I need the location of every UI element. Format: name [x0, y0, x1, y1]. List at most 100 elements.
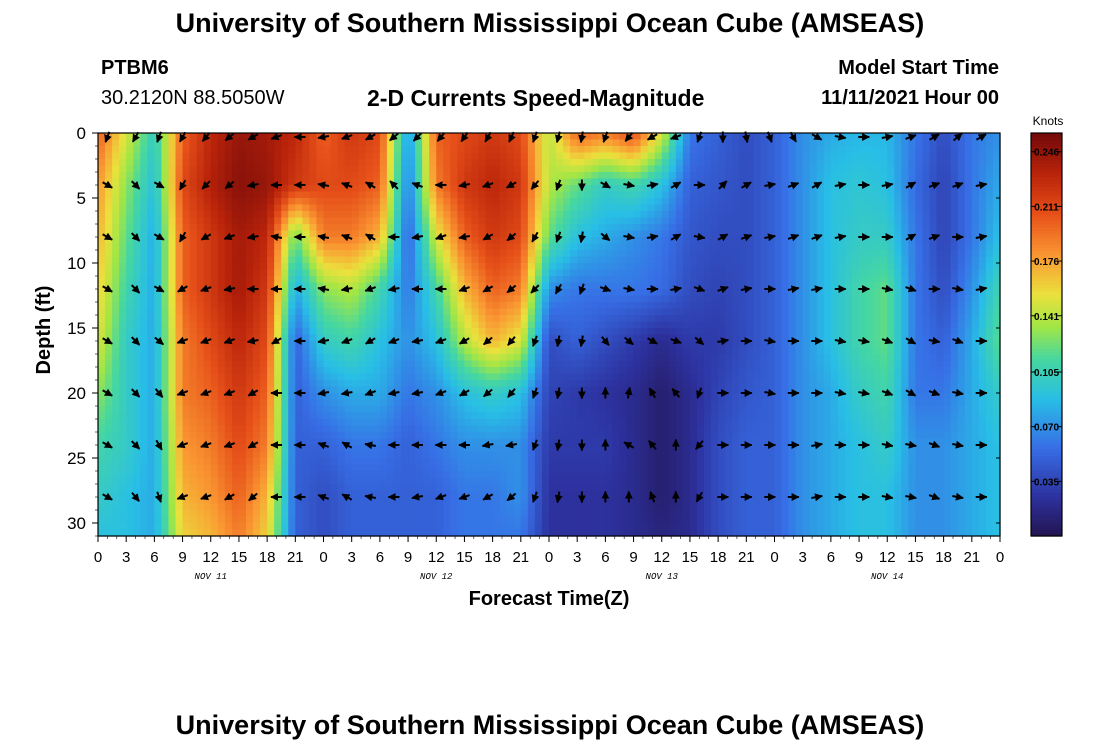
heatmap-cell: [619, 516, 628, 524]
heatmap-cell: [267, 204, 275, 212]
heatmap-cell: [577, 380, 585, 388]
heatmap-cell: [372, 516, 381, 524]
heatmap-cell: [633, 380, 642, 388]
heatmap-cell: [154, 419, 163, 427]
heatmap-cell: [450, 432, 458, 440]
heatmap-cell: [549, 256, 557, 264]
heatmap-cell: [408, 425, 416, 433]
heatmap-cell: [267, 399, 275, 407]
heatmap-cell: [478, 295, 487, 303]
heatmap-cell: [281, 464, 289, 472]
heatmap-cell: [98, 178, 106, 186]
heatmap-cell: [372, 458, 381, 466]
heatmap-cell: [471, 204, 480, 212]
heatmap-cell: [549, 224, 557, 232]
heatmap-cell: [372, 490, 381, 498]
heatmap-cell: [612, 341, 621, 349]
heatmap-cell: [210, 516, 219, 524]
heatmap-cell: [541, 341, 550, 349]
heatmap-cell: [365, 152, 374, 160]
heatmap-cell: [295, 263, 303, 271]
heatmap-cell: [133, 217, 141, 225]
heatmap-cell: [302, 165, 311, 173]
heatmap-cell: [274, 510, 282, 518]
heatmap-cell: [492, 464, 501, 472]
heatmap-cell: [154, 399, 163, 407]
heatmap-cell: [344, 308, 353, 316]
heatmap-cell: [598, 217, 606, 225]
heatmap-cell: [379, 406, 388, 414]
heatmap-cell: [661, 276, 670, 284]
heatmap-cell: [401, 399, 409, 407]
heatmap-cell: [119, 276, 127, 284]
heatmap-cell: [520, 490, 529, 498]
heatmap-cell: [274, 243, 282, 251]
heatmap-cell: [471, 308, 480, 316]
heatmap-cell: [591, 334, 599, 342]
heatmap-cell: [478, 224, 487, 232]
heatmap-cell: [189, 269, 198, 277]
heatmap-cell: [450, 224, 458, 232]
heatmap-cell: [337, 237, 346, 245]
heatmap-cell: [450, 263, 458, 271]
heatmap-cell: [436, 263, 444, 271]
heatmap-cell: [217, 204, 226, 212]
heatmap-cell: [238, 412, 247, 420]
heatmap-cell: [393, 256, 402, 264]
heatmap-cell: [401, 445, 409, 453]
heatmap-cell: [619, 373, 628, 381]
heatmap-cell: [260, 315, 268, 323]
heatmap-cell: [492, 321, 501, 329]
heatmap-cell: [245, 419, 254, 427]
heatmap-cell: [598, 321, 606, 329]
heatmap-cell: [436, 302, 444, 310]
heatmap-cell: [98, 516, 106, 524]
heatmap-cell: [358, 198, 367, 206]
heatmap-cell: [647, 276, 656, 284]
heatmap-cell: [478, 432, 487, 440]
heatmap-cell: [520, 432, 529, 440]
heatmap-cell: [563, 237, 571, 245]
heatmap-cell: [175, 321, 184, 329]
heatmap-cell: [379, 347, 388, 355]
heatmap-cell: [506, 198, 515, 206]
heatmap-cell: [119, 399, 127, 407]
heatmap-cell: [534, 237, 543, 245]
heatmap-cell: [133, 425, 141, 433]
heatmap-cell: [154, 139, 163, 147]
heatmap-cell: [224, 198, 233, 206]
heatmap-cell: [288, 451, 296, 459]
heatmap-cell: [457, 341, 466, 349]
heatmap-cell: [309, 217, 318, 225]
heatmap-cell: [274, 191, 282, 199]
heatmap-cell: [337, 497, 346, 505]
heatmap-cell: [605, 432, 614, 440]
heatmap-cell: [534, 185, 543, 193]
heatmap-cell: [549, 139, 557, 147]
heatmap-cell: [210, 503, 219, 511]
heatmap-cell: [337, 165, 346, 173]
heatmap-cell: [154, 503, 163, 511]
heatmap-cell: [591, 419, 599, 427]
heatmap-cell: [372, 386, 381, 394]
heatmap-cell: [189, 204, 198, 212]
heatmap-cell: [633, 471, 642, 479]
heatmap-cell: [358, 367, 367, 375]
heatmap-cell: [661, 321, 670, 329]
heatmap-cell: [556, 412, 564, 420]
heatmap-cell: [563, 347, 571, 355]
heatmap-cell: [549, 412, 557, 420]
heatmap-cell: [640, 282, 649, 290]
heatmap-cell: [513, 243, 522, 251]
heatmap-cell: [605, 354, 614, 362]
heatmap-cell: [499, 133, 508, 141]
heatmap-cell: [267, 250, 275, 258]
heatmap-cell: [323, 256, 332, 264]
heatmap-cell: [549, 497, 557, 505]
heatmap-cell: [267, 308, 275, 316]
heatmap-cell: [598, 412, 606, 420]
heatmap-cell: [429, 438, 437, 446]
heatmap-cell: [584, 484, 592, 492]
heatmap-cell: [154, 243, 163, 251]
heatmap-cell: [288, 159, 296, 167]
